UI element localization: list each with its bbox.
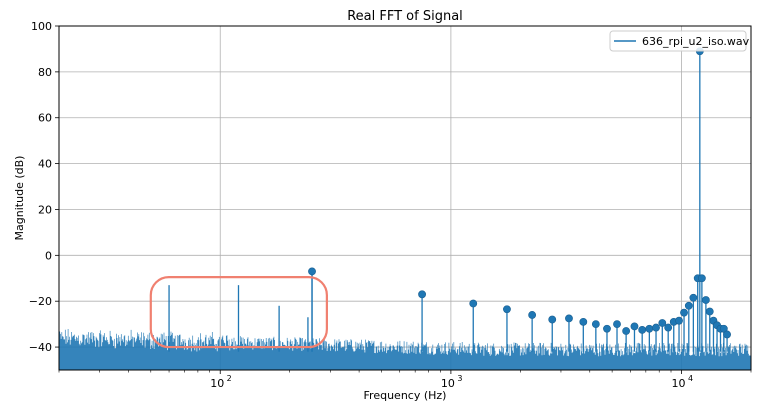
noise-floor-bars: [58, 329, 751, 370]
y-tick-label: 100: [31, 20, 52, 33]
harmonic-peaks: [308, 47, 731, 352]
peak-marker: [723, 330, 731, 339]
peak-marker: [630, 322, 639, 331]
peak-marker: [579, 317, 588, 326]
y-tick-label: 20: [38, 203, 52, 216]
y-tick-label: 0: [45, 249, 52, 262]
peak-marker: [684, 301, 693, 310]
peak-marker: [528, 311, 537, 319]
peak-marker: [680, 308, 688, 317]
legend: 636_rpi_u2_iso.wav: [609, 30, 750, 52]
grid-lines: [59, 25, 751, 370]
peak-marker: [613, 320, 621, 329]
peak-marker: [652, 323, 660, 332]
peak-marker: [645, 324, 654, 333]
peak-marker: [591, 320, 600, 329]
peak-marker: [418, 290, 426, 299]
peak-marker: [675, 316, 683, 325]
peak-marker: [664, 323, 673, 332]
peak-marker: [702, 296, 710, 304]
x-axis-ticks: 10 2 10 3 10 4: [58, 370, 752, 390]
x-tick-exponent: 2: [227, 374, 232, 383]
plot-frame: [58, 25, 752, 371]
annotation-box: [149, 276, 328, 349]
x-tick-label: 10: [441, 377, 455, 390]
x-tick-label: 10: [672, 377, 686, 390]
x-axis-title: Frequency (Hz): [364, 389, 447, 402]
x-tick-exponent: 3: [457, 374, 462, 383]
peak-marker: [308, 267, 316, 276]
peak-marker: [603, 324, 611, 333]
chart-title: Real FFT of Signal: [347, 9, 463, 24]
y-tick-label: −40: [29, 341, 52, 354]
y-tick-label: −20: [29, 295, 52, 308]
annotation-rect: [149, 276, 328, 349]
peak-marker: [622, 327, 631, 335]
legend-label: 636_rpi_u2_iso.wav: [642, 35, 750, 48]
peak-marker: [469, 299, 478, 308]
peak-marker: [503, 305, 511, 314]
peak-marker: [638, 325, 647, 334]
y-axis-title: Magnitude (dB): [13, 156, 26, 241]
peak-marker: [658, 319, 667, 327]
peak-marker: [548, 315, 557, 324]
y-tick-label: 40: [38, 158, 52, 171]
y-tick-label: 60: [38, 112, 52, 125]
legend-box: [609, 30, 747, 52]
peak-marker: [705, 307, 714, 316]
noise-floor-series: [58, 329, 751, 370]
x-tick-label: 10: [210, 377, 224, 390]
peak-marker: [697, 274, 706, 283]
peak-marker: [689, 293, 698, 302]
y-tick-label: 80: [38, 66, 52, 79]
peak-marker: [565, 314, 573, 323]
y-axis-ticks: −40 −20 0 20 40 60 80 100: [29, 20, 59, 354]
x-tick-exponent: 4: [688, 374, 693, 383]
